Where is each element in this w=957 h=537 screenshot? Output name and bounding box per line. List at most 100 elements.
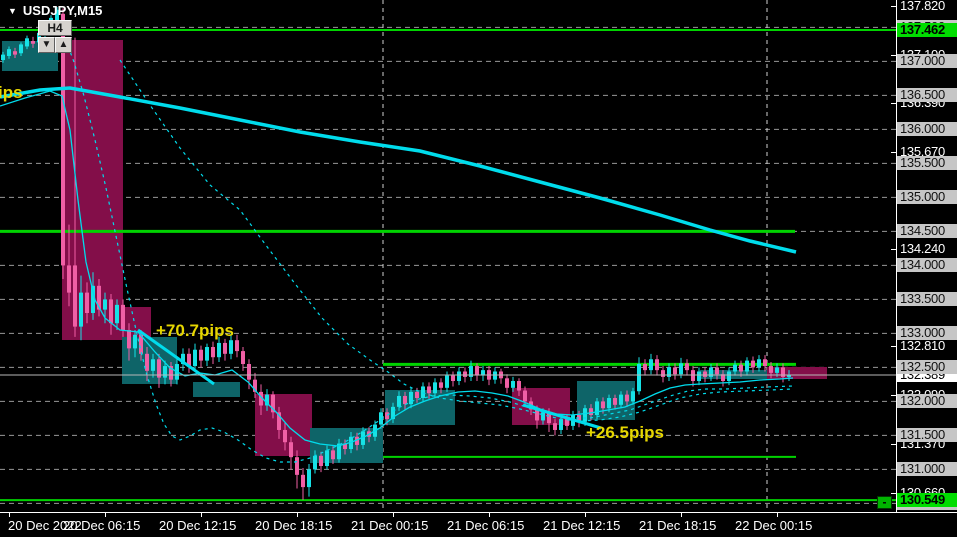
price-tick-mark [891,346,897,348]
candle-body [55,9,59,21]
candle-body [115,304,119,324]
candle-body [181,353,185,365]
candle-body [217,342,221,358]
candle-body [157,359,161,378]
candle-body [313,455,317,470]
candle-body [253,379,257,392]
candle-body [79,292,83,327]
time-tick-mark [105,513,106,517]
price-tick-label: 132.810 [900,338,945,354]
ma-dashed-slow [119,59,794,422]
trend-segment [522,403,602,430]
candle-body [763,359,767,367]
candle-body [589,408,593,416]
time-tick-mark [681,513,682,517]
candle-body [205,347,209,361]
chart-area[interactable]: ▼ USDJPY,M15 H4 ▼ ▲ ips +70.7pips +26.5p… [0,0,896,512]
green-price-label: 137.462 [897,23,957,37]
time-tick-mark [393,513,394,517]
level-price-label: 137.000 [897,54,957,69]
candle-body [91,285,95,314]
candle-body [325,450,329,467]
candle-body [163,366,167,378]
time-tick-label: 20 Dec 06:15 [63,518,141,533]
level-price-label: 133.000 [897,326,957,341]
candle-body [721,374,725,382]
candle-body [211,347,215,358]
price-tick-mark [891,151,897,153]
candle-body [85,292,89,314]
timeframe-button[interactable]: H4 [38,20,72,36]
candle-body [595,401,599,416]
level-price-label: 136.000 [897,122,957,137]
time-tick-label: 21 Dec 00:15 [351,518,429,533]
price-tick-mark [891,395,897,397]
level-price-label: 133.500 [897,292,957,307]
candle-body [685,363,689,371]
candle-body [355,436,359,445]
ma-fast [0,90,794,447]
candle-body [541,412,545,421]
level-price-label: 132.500 [897,360,957,375]
candle-body [103,299,107,310]
candle-body [25,38,29,47]
candle-body [673,367,677,375]
candle-body [649,359,653,371]
candle-body [601,401,605,409]
level-price-label: 131.000 [897,462,957,477]
timeframe-up-button[interactable]: ▲ [55,37,72,53]
candle-body [787,374,791,377]
candle-body [727,371,731,382]
minimize-level-button[interactable]: - [877,496,892,509]
time-tick-label: 21 Dec 12:15 [543,518,621,533]
candle-body [127,330,131,349]
candle-body [295,457,299,475]
price-tick-label: 137.820 [900,0,945,13]
candle-body [559,419,563,430]
candle-body [709,367,713,377]
time-tick-mark [489,513,490,517]
candle-body [301,474,305,488]
candle-body [457,371,461,382]
candle-body [229,340,233,354]
candle-body [583,408,587,422]
bull-zone [193,382,240,397]
price-tick-label: 135.670 [900,143,945,159]
pips-annotation-2: +26.5pips [586,423,664,442]
level-price-label: 136.500 [897,88,957,103]
candle-body [343,443,347,450]
time-tick-label: 20 Dec 2022 [8,518,82,533]
candle-body [445,375,449,388]
candle-body [409,391,413,405]
symbol-dropdown-icon: ▼ [8,5,17,16]
candle-body [19,44,23,54]
candle-body [715,367,719,375]
symbol-title: USDJPY,M15 [22,3,103,18]
candle-body [187,353,191,367]
candle-body [307,469,311,488]
green-price-label: 130.549 [897,493,957,508]
time-tick-label: 21 Dec 06:15 [447,518,525,533]
candlestick-chart [0,0,896,512]
level-price-label: 134.500 [897,224,957,239]
candle-body [31,41,35,44]
candle-body [745,360,749,372]
candle-body [619,394,623,405]
candle-body [13,51,17,55]
price-axis[interactable]: 137.820137.100136.390135.670134.240132.8… [891,0,957,512]
time-tick-label: 20 Dec 18:15 [255,518,333,533]
candle-body [631,391,635,402]
candle-body [133,334,137,349]
candle-body [121,304,125,331]
candle-body [421,386,425,399]
candle-body [451,375,455,382]
time-axis[interactable]: 20 Dec 2022 20 Dec 06:15 20 Dec 12:15 20 De… [0,512,957,537]
candle-body [277,412,281,430]
timeframe-down-button[interactable]: ▼ [38,37,55,53]
candle-body [223,342,227,354]
price-tick-mark [891,444,897,446]
candle-body [169,366,173,380]
price-tick-mark [891,5,897,7]
candle-body [463,371,467,377]
candle-body [241,351,245,365]
